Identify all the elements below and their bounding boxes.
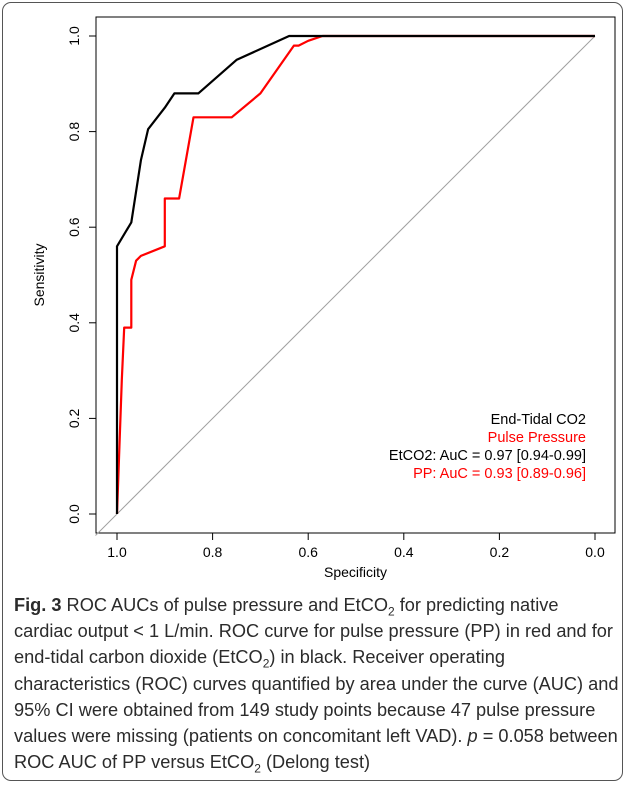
figure-caption: Fig. 3 ROC AUCs of pulse pressure and Et…	[14, 592, 619, 775]
legend-auc-etco2: EtCO2: AuC = 0.97 [0.94-0.99]	[389, 448, 586, 464]
x-axis-label: Specificity	[324, 564, 387, 580]
x-tick-label: 0.6	[298, 544, 318, 560]
series-line-pulse-pressure	[115, 34, 595, 515]
caption-part-5: (Delong test)	[260, 752, 371, 773]
x-tick-label: 0.2	[490, 544, 510, 560]
x-tick-label: 0.4	[394, 544, 414, 560]
legend-entry-pulse-pressure: Pulse Pressure	[488, 430, 586, 446]
caption-part-4: = 0.058 between ROC AUC of PP versus EtC…	[14, 726, 618, 773]
y-tick-label: 0.2	[66, 408, 82, 428]
caption-part-3: ) in black. Receiver operating character…	[14, 647, 619, 747]
y-tick-label: 0.0	[66, 504, 82, 524]
legend-auc-pp: PP: AuC = 0.93 [0.89-0.96]	[413, 466, 586, 482]
series-line-etco2	[115, 34, 595, 514]
reference-diagonal-line	[95, 35, 596, 536]
y-tick-label: 0.4	[66, 313, 82, 333]
x-tick-label: 1.0	[107, 544, 127, 560]
caption-subscript-2: 2	[262, 657, 270, 672]
y-tick-label: 0.6	[66, 217, 82, 237]
roc-chart: 1.0 0.8 0.6 0.4 0.2 0.0 0.0 0.2 0.4 0.6 0.8 1.0 Spe…	[31, 16, 616, 580]
caption-part-2: for predicting native cardiac output < 1…	[14, 595, 613, 668]
figure-label: Fig. 3	[14, 595, 62, 615]
caption-p-symbol: p	[467, 726, 478, 747]
legend-entry-etco2: End-Tidal CO2	[491, 412, 586, 428]
y-tick-label: 0.8	[66, 122, 82, 142]
x-tick-label: 0.0	[585, 544, 605, 560]
y-axis-label: Sensitivity	[31, 243, 47, 306]
y-tick-label: 1.0	[66, 26, 82, 46]
caption-subscript-3: 2	[254, 761, 261, 776]
caption-subscript-1: 2	[388, 604, 395, 619]
x-tick-label: 0.8	[203, 544, 223, 560]
caption-part-1: ROC AUCs of pulse pressure and EtCO	[61, 595, 388, 615]
